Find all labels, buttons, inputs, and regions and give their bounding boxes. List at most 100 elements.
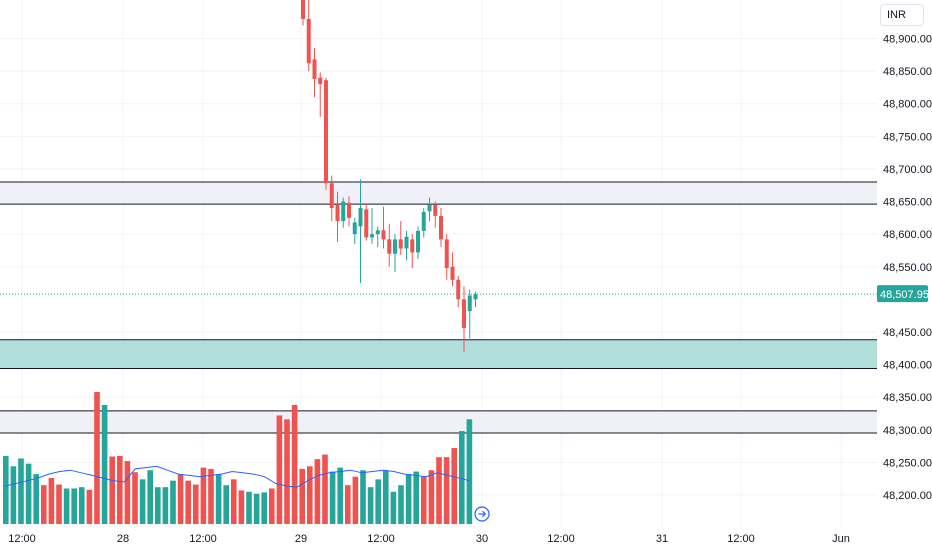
currency-selector[interactable]: INR: [880, 4, 924, 26]
volume-bar: [101, 405, 108, 524]
candle: [393, 234, 397, 272]
volume-bar: [147, 470, 153, 524]
zone-support-fill: [0, 410, 877, 434]
volume-bar: [329, 471, 336, 524]
volume-bar: [193, 484, 199, 524]
candle-body: [462, 299, 466, 329]
candle-body: [381, 230, 386, 240]
volume-bar: [79, 487, 85, 524]
candle-body: [404, 236, 409, 249]
candle-body: [306, 18, 311, 64]
volume-bar: [117, 455, 123, 524]
volume-bar: [155, 487, 161, 524]
volume-bar: [162, 487, 169, 524]
volume-bar: [41, 485, 47, 524]
candle-body: [335, 204, 340, 222]
candle: [404, 230, 409, 261]
candle-body: [387, 239, 392, 254]
price-tick-label: 48,300.00: [883, 425, 932, 437]
candle: [473, 291, 478, 308]
time-tick-label: 12:00: [189, 533, 217, 545]
volume-bar: [10, 466, 17, 524]
volume-bar: [436, 457, 442, 524]
volume-bar: [33, 474, 39, 524]
candle: [462, 286, 466, 352]
candle: [433, 201, 438, 228]
zone-support: [0, 410, 877, 434]
candle: [456, 275, 461, 308]
volume-bar: [18, 458, 24, 524]
scroll-to-realtime-button[interactable]: [474, 506, 490, 522]
candle: [347, 196, 351, 227]
volume-bar: [345, 485, 351, 524]
arrow-right-icon: [478, 510, 487, 518]
candle-body: [393, 239, 397, 254]
volume-bar: [299, 468, 305, 524]
candle-body: [375, 230, 380, 235]
candle-body: [416, 230, 420, 253]
volume-bar: [109, 456, 115, 524]
candle: [375, 226, 380, 248]
volume-bar: [443, 457, 450, 524]
last-price-tag: 48,507.95: [877, 285, 929, 303]
volume-bar: [451, 448, 457, 524]
last-price-label: 48,507.95: [880, 289, 929, 301]
time-tick-label: 12:00: [727, 533, 755, 545]
price-tick-label: 48,350.00: [883, 392, 932, 404]
volume-bar: [139, 479, 146, 524]
price-axis[interactable]: 48,900.00 48,850.00 48,800.00 48,750.00 48,7…: [883, 34, 932, 503]
candle-body: [318, 77, 323, 85]
volume-bar: [63, 488, 70, 524]
volume-bar: [421, 476, 427, 524]
zone-rectangles[interactable]: [0, 181, 877, 434]
volume-bar: [269, 488, 275, 524]
volume-bar: [307, 466, 313, 524]
zone-supply-fill: [0, 181, 877, 205]
price-tick-label: 48,600.00: [883, 229, 932, 241]
candle-body: [444, 239, 449, 269]
candle: [421, 208, 426, 238]
volume-bar: [200, 467, 207, 524]
volume-bar: [276, 415, 283, 524]
volume-bar: [132, 472, 138, 524]
price-tick-label: 48,200.00: [883, 490, 932, 502]
candle: [329, 175, 334, 222]
price-tick-label: 48,550.00: [883, 262, 932, 274]
volume-bar: [322, 454, 328, 524]
last-price-tag-background: [877, 285, 928, 303]
candle-body: [352, 222, 357, 235]
volume-bar: [94, 391, 100, 524]
candle: [335, 191, 340, 242]
volume-bar: [246, 491, 252, 524]
zone-demand-fill: [0, 339, 877, 369]
time-tick-label: Jun: [832, 533, 850, 545]
time-tick-label: 12:00: [8, 533, 36, 545]
volume-bar: [360, 470, 366, 524]
candle-body: [439, 215, 443, 240]
candle: [450, 252, 455, 287]
candle-body: [450, 266, 455, 280]
volume-bar: [367, 487, 374, 524]
candle: [439, 208, 443, 248]
candle: [444, 234, 449, 280]
time-axis[interactable]: 12:00 28 12:00 29 12:00 30 12:00 31 12:00 Jun: [8, 533, 850, 545]
volume-bar: [177, 474, 184, 524]
time-tick-label: 28: [117, 533, 129, 545]
price-tick-label: 48,450.00: [883, 327, 932, 339]
candlestick-series: [301, 0, 478, 352]
volume-bar: [185, 480, 191, 524]
candle: [318, 72, 323, 117]
volume-bar: [375, 479, 381, 524]
volume-bar: [314, 459, 321, 524]
candle-body: [421, 211, 426, 231]
price-tick-label: 48,700.00: [883, 164, 932, 176]
volume-bar: [291, 405, 298, 524]
time-tick-label: 12:00: [367, 533, 395, 545]
candle: [410, 234, 415, 269]
volume-bar: [170, 480, 176, 524]
time-tick-label: 12:00: [547, 533, 575, 545]
volume-bar: [261, 492, 267, 524]
volume-bar: [215, 474, 222, 524]
volume-bar: [3, 455, 9, 524]
